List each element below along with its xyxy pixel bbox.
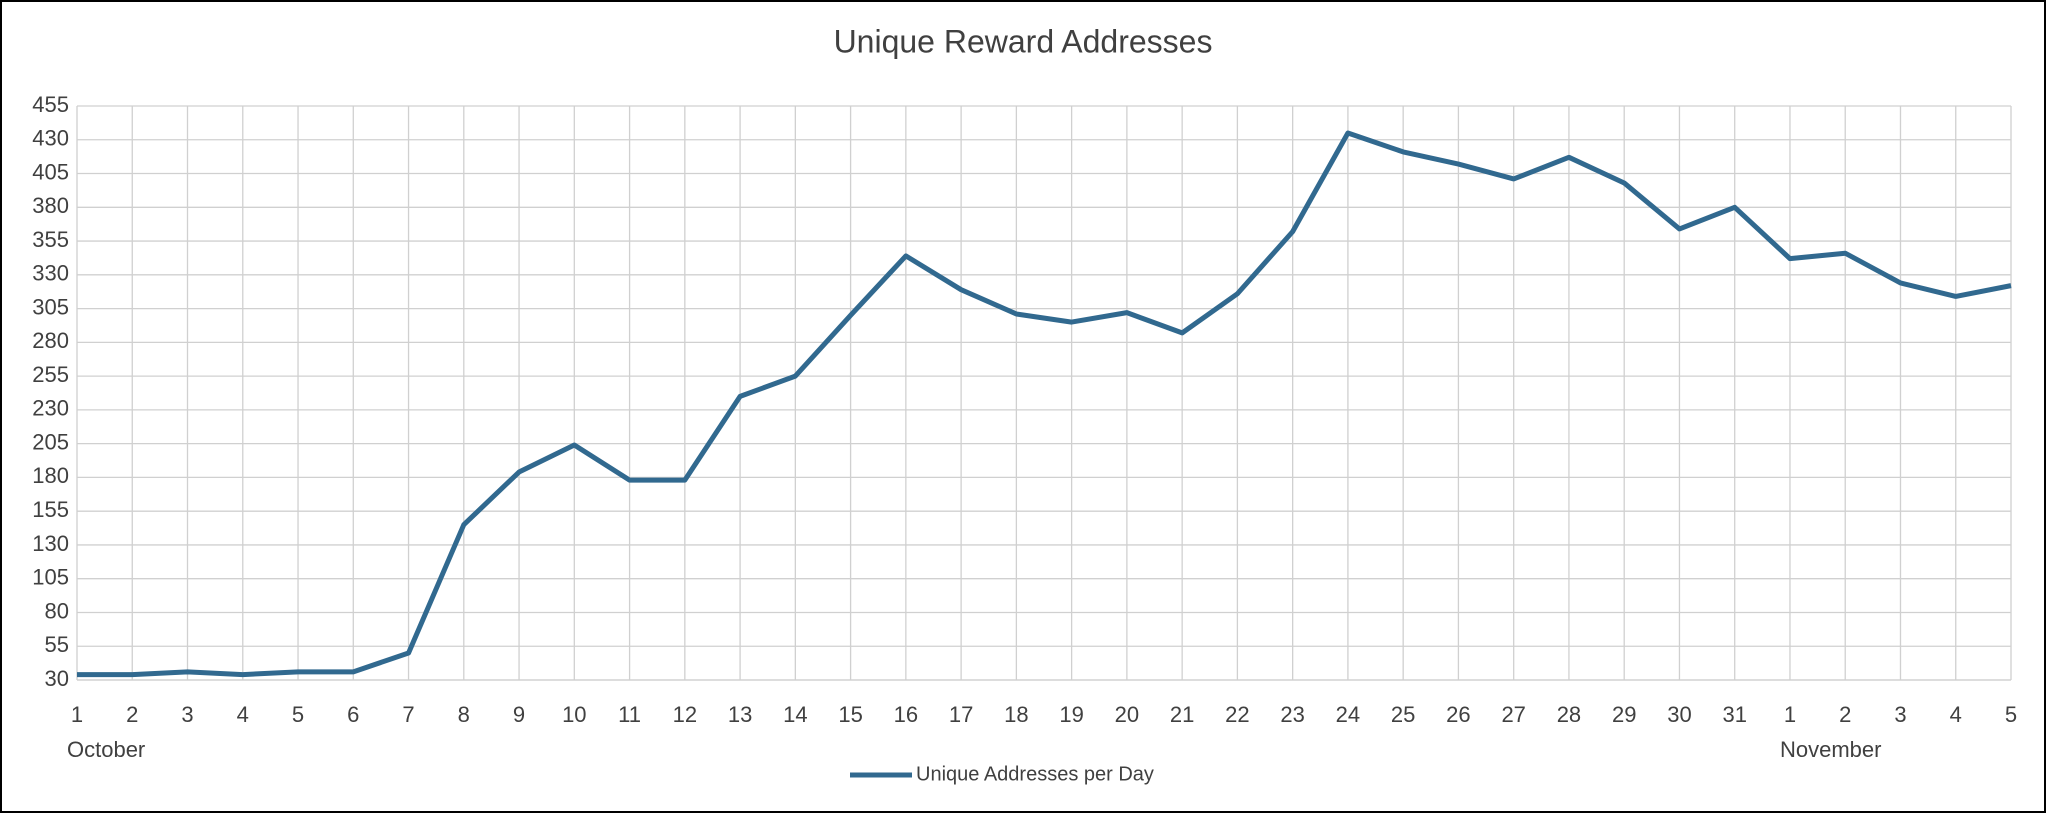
x-tick-label: 20 (1115, 702, 1139, 727)
x-tick-label: 22 (1225, 702, 1249, 727)
x-tick-label: 15 (838, 702, 862, 727)
x-tick-label: 14 (783, 702, 807, 727)
x-tick-label: 9 (513, 702, 525, 727)
y-tick-label: 305 (32, 294, 69, 319)
x-tick-label: 5 (2005, 702, 2017, 727)
x-tick-label: 21 (1170, 702, 1194, 727)
y-tick-label: 455 (32, 92, 69, 117)
y-tick-label: 155 (32, 497, 69, 522)
x-tick-label: 1 (1784, 702, 1796, 727)
x-tick-label: 4 (237, 702, 249, 727)
x-tick-label: 3 (181, 702, 193, 727)
y-tick-label: 355 (32, 227, 69, 252)
x-tick-label: 18 (1004, 702, 1028, 727)
y-tick-label: 55 (45, 632, 69, 657)
x-tick-label: 3 (1894, 702, 1906, 727)
y-tick-label: 105 (32, 565, 69, 590)
x-tick-label: 26 (1446, 702, 1470, 727)
x-tick-label: 6 (347, 702, 359, 727)
y-tick-label: 280 (32, 328, 69, 353)
x-tick-label: 19 (1059, 702, 1083, 727)
x-tick-label: 10 (562, 702, 586, 727)
y-tick-label: 230 (32, 396, 69, 421)
series-line (77, 130, 2012, 678)
x-tick-label: 29 (1612, 702, 1636, 727)
x-tick-label: 30 (1667, 702, 1691, 727)
x-group-label: November (1780, 737, 1881, 762)
x-tick-label: 5 (292, 702, 304, 727)
y-tick-label: 130 (32, 531, 69, 556)
y-tick-label: 80 (45, 598, 69, 623)
x-tick-label: 2 (126, 702, 138, 727)
chart-title: Unique Reward Addresses (834, 23, 1213, 59)
x-tick-label: 24 (1336, 702, 1360, 727)
x-tick-label: 31 (1722, 702, 1746, 727)
y-tick-label: 180 (32, 463, 69, 488)
y-tick-label: 430 (32, 126, 69, 151)
y-tick-label: 255 (32, 362, 69, 387)
x-tick-label: 8 (458, 702, 470, 727)
x-tick-label: 12 (673, 702, 697, 727)
x-tick-label: 17 (949, 702, 973, 727)
y-tick-label: 330 (32, 261, 69, 286)
y-tick-label: 405 (32, 159, 69, 184)
x-tick-label: 11 (618, 702, 641, 727)
x-tick-label: 13 (728, 702, 752, 727)
y-tick-label: 30 (45, 666, 69, 691)
y-tick-label: 380 (32, 193, 69, 218)
x-tick-label: 4 (1950, 702, 1962, 727)
x-tick-label: 23 (1280, 702, 1304, 727)
x-tick-label: 27 (1501, 702, 1525, 727)
x-tick-label: 7 (402, 702, 414, 727)
x-tick-label: 28 (1557, 702, 1581, 727)
x-tick-label: 2 (1839, 702, 1851, 727)
y-tick-label: 205 (32, 429, 69, 454)
x-tick-label: 25 (1391, 702, 1415, 727)
x-group-label: October (67, 737, 145, 762)
legend-label: Unique Addresses per Day (916, 763, 1154, 785)
x-tick-label: 16 (894, 702, 918, 727)
x-tick-label: 1 (71, 702, 83, 727)
